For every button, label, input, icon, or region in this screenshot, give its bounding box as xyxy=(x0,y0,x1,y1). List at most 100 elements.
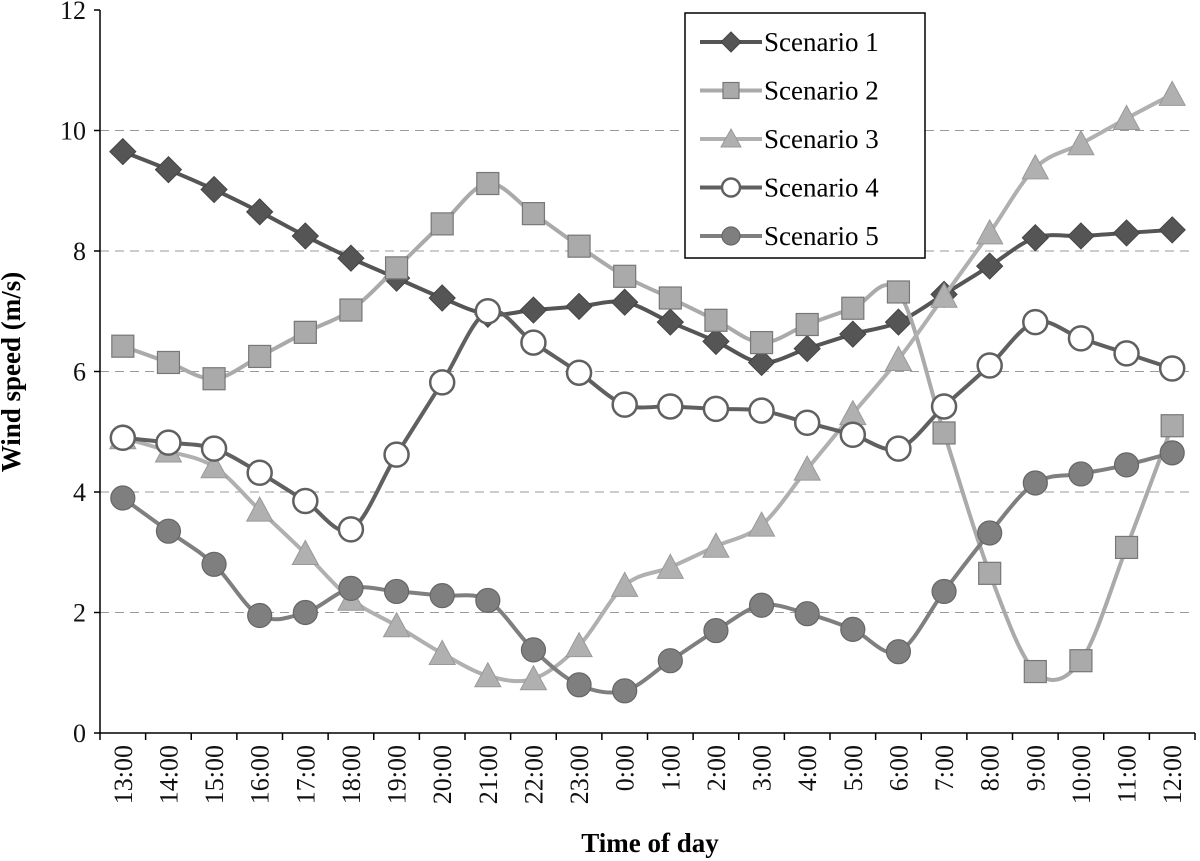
data-point xyxy=(384,256,409,280)
legend-entry-3: Scenario 3 xyxy=(700,124,879,154)
data-point xyxy=(155,429,182,456)
data-point xyxy=(932,421,956,445)
legend: Scenario 1 Scenario 2 Scenario 3 Scenario 4… xyxy=(684,12,926,259)
legend-entry-2: Scenario 2 xyxy=(700,76,879,106)
data-point xyxy=(884,345,913,371)
data-point xyxy=(748,397,775,424)
data-point xyxy=(245,198,274,226)
legend-marker xyxy=(720,177,742,198)
x-tick-label: 21:00 xyxy=(474,745,503,804)
gridlines xyxy=(100,130,1195,613)
data-point xyxy=(794,601,820,627)
data-point xyxy=(428,369,456,396)
data-point xyxy=(155,518,182,544)
data-point xyxy=(1021,224,1050,252)
series-5 xyxy=(110,440,1185,704)
data-point xyxy=(1158,355,1186,382)
x-tick-label: 13:00 xyxy=(109,745,138,804)
axes xyxy=(94,9,1196,740)
data-point xyxy=(337,516,365,543)
data-point xyxy=(611,391,638,418)
x-tick-label: 1:00 xyxy=(656,745,685,791)
series-3 xyxy=(108,80,1187,691)
data-point xyxy=(931,578,957,605)
x-tick-label: 15:00 xyxy=(200,745,229,804)
y-tick-label: 4 xyxy=(73,478,86,507)
data-point xyxy=(613,264,637,288)
x-tick-label: 20:00 xyxy=(428,745,457,804)
data-point xyxy=(884,308,913,336)
data-point xyxy=(702,395,730,423)
data-point xyxy=(1158,80,1187,106)
series-line xyxy=(122,149,1173,365)
data-point xyxy=(1114,535,1139,560)
data-point xyxy=(610,288,639,316)
legend-label: Scenario 1 xyxy=(764,27,879,57)
x-tick-label: 10:00 xyxy=(1067,745,1096,804)
legend-entry-4: Scenario 4 xyxy=(700,173,879,203)
data-point xyxy=(1159,440,1185,466)
legend-marker xyxy=(721,226,741,246)
y-tick-label: 8 xyxy=(73,237,86,266)
legend-label: Scenario 4 xyxy=(764,173,879,203)
data-point xyxy=(1160,414,1184,438)
legend-label: Scenario 2 xyxy=(764,76,879,106)
x-tick-label: 19:00 xyxy=(383,745,412,804)
x-tick-label: 8:00 xyxy=(976,745,1005,791)
data-point xyxy=(430,212,454,236)
data-point xyxy=(656,308,685,336)
data-point xyxy=(109,424,137,452)
y-tick-label: 2 xyxy=(73,599,86,628)
data-point xyxy=(657,648,683,674)
data-point xyxy=(930,282,958,308)
data-point xyxy=(610,571,639,597)
data-point xyxy=(248,344,272,369)
data-point xyxy=(383,578,410,605)
data-point xyxy=(657,393,684,420)
legend-label: Scenario 3 xyxy=(764,124,879,154)
data-point xyxy=(202,367,226,391)
data-point xyxy=(748,592,775,618)
data-point xyxy=(1067,129,1095,156)
data-point xyxy=(702,532,730,558)
x-tick-label: 6:00 xyxy=(884,745,913,791)
data-point xyxy=(566,672,592,698)
x-tick-label: 0:00 xyxy=(611,745,640,791)
data-point xyxy=(793,334,821,363)
x-tick-label: 12:00 xyxy=(1158,745,1187,804)
series-1 xyxy=(109,137,1186,377)
data-point xyxy=(975,218,1004,245)
data-point xyxy=(520,637,547,663)
legend-box xyxy=(684,12,926,259)
data-point xyxy=(612,678,638,704)
y-axis-title: Wind speed (m/s) xyxy=(0,272,26,473)
data-point xyxy=(703,617,729,644)
legend-entry-5: Scenario 5 xyxy=(700,221,879,251)
data-point xyxy=(1112,219,1141,247)
data-point xyxy=(200,452,228,479)
data-point xyxy=(747,511,776,537)
data-point xyxy=(200,435,228,462)
data-point xyxy=(474,298,502,325)
data-point xyxy=(567,234,591,258)
x-tick-label: 7:00 xyxy=(930,745,959,791)
x-tick-labels: 13:00 14:00 15:00 16:00 17:00 18:00 19:00 20:00… xyxy=(109,745,1187,804)
x-tick-label: 14:00 xyxy=(154,745,183,804)
data-point xyxy=(519,664,548,691)
x-tick-label: 17:00 xyxy=(291,745,320,804)
data-point xyxy=(886,280,911,304)
series-line xyxy=(122,92,1174,684)
data-point xyxy=(1022,308,1049,336)
data-point xyxy=(565,292,593,321)
data-point xyxy=(839,320,867,348)
data-point xyxy=(475,587,501,614)
data-series xyxy=(108,80,1187,704)
data-point xyxy=(429,583,455,609)
data-point xyxy=(200,175,228,204)
x-tick-label: 22:00 xyxy=(519,745,548,804)
data-point xyxy=(292,599,318,626)
data-point xyxy=(154,155,183,184)
legend-marker xyxy=(722,81,740,100)
data-point xyxy=(1021,153,1050,180)
